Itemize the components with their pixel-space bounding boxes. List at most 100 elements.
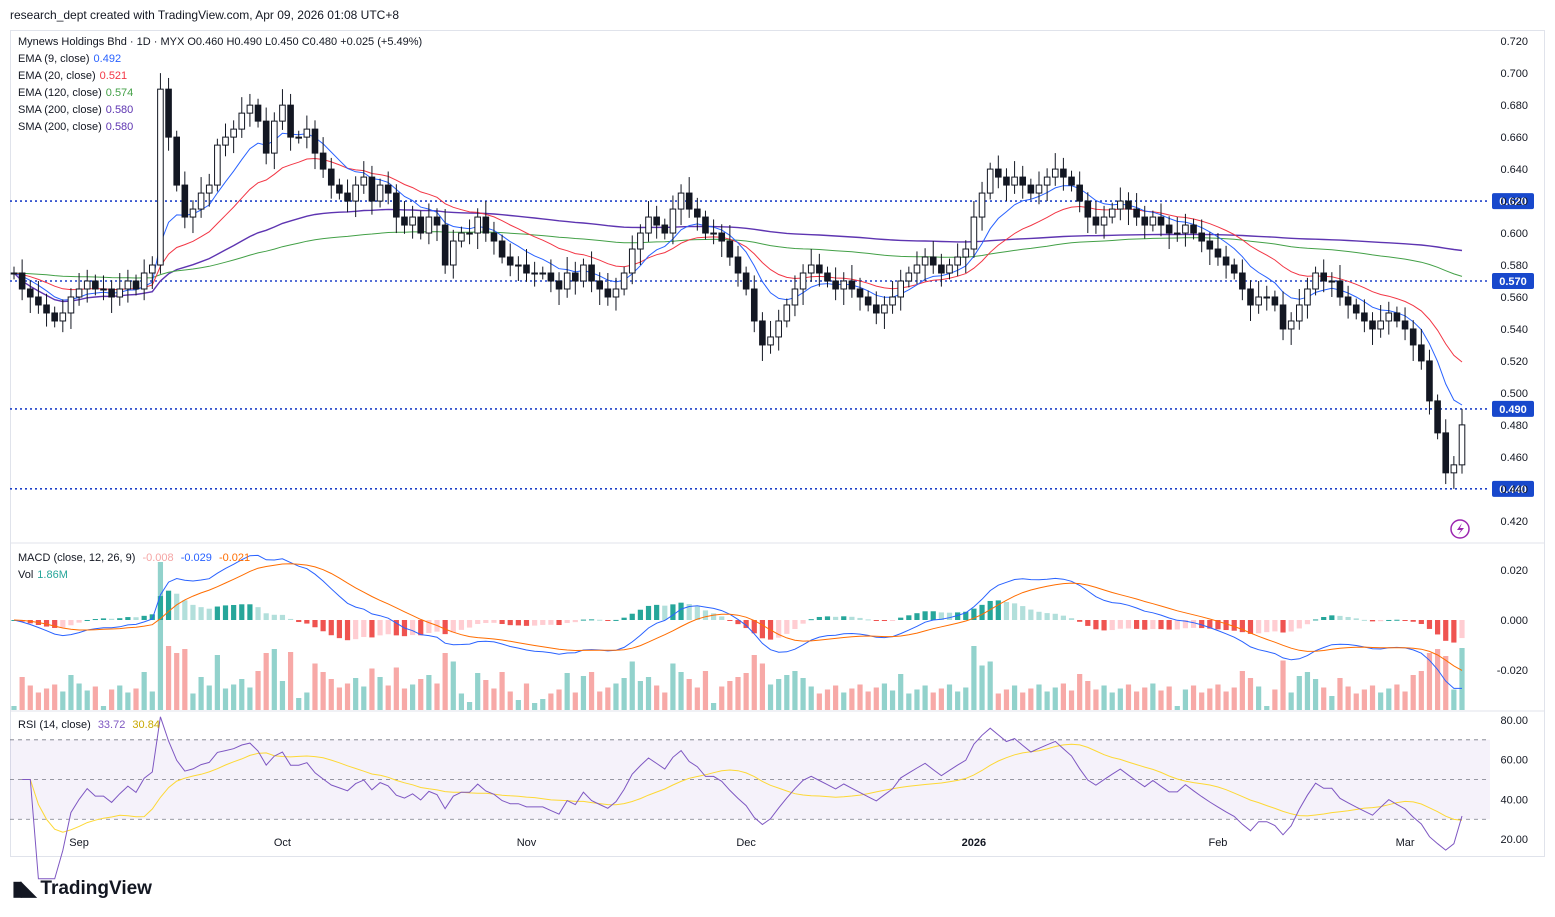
macd-hist-bar: [466, 620, 473, 628]
candle-body: [653, 216, 660, 226]
volume-bar: [1158, 690, 1164, 710]
candle-body: [1361, 312, 1368, 322]
volume-bar: [11, 706, 17, 710]
candle-body: [702, 216, 709, 234]
volume-bar: [1125, 684, 1132, 710]
legend-main: Mynews Holdings Bhd · 1D · MYX O0.460 H0…: [18, 34, 422, 136]
volume-bar: [971, 646, 977, 710]
volume-bar: [1247, 678, 1254, 710]
macd-hist-bar: [1036, 611, 1042, 620]
volume-bar: [678, 672, 684, 710]
macd-hist-bar: [149, 614, 155, 620]
candle-body: [1434, 400, 1441, 434]
candle-body: [1011, 176, 1018, 186]
volume-bar: [1044, 691, 1050, 710]
candle-body: [1027, 184, 1035, 194]
volume-bar: [1402, 691, 1408, 710]
macd-histogram: [11, 590, 1465, 643]
macd-hist-bar: [361, 620, 367, 638]
candle-body: [1084, 200, 1092, 218]
macd-hist-bar: [1337, 615, 1343, 620]
volume-bar: [125, 692, 131, 710]
macd-hist-bar: [564, 620, 570, 624]
volume-bar: [1028, 688, 1034, 710]
candle-body: [1385, 312, 1393, 322]
volume-bar: [881, 683, 888, 710]
candle-body: [750, 288, 758, 322]
volume-bar: [1312, 679, 1319, 710]
volume-bar: [955, 691, 961, 710]
macd-hist-bar: [1174, 620, 1180, 630]
volume-bar: [727, 681, 733, 710]
macd-hist-bar: [109, 618, 115, 620]
price-tick: 0.540: [1500, 324, 1528, 336]
volume-bar: [548, 693, 554, 710]
volume-bar: [320, 672, 326, 710]
volume-bar: [27, 685, 33, 710]
macd-hist-bar: [1207, 620, 1213, 629]
volume-bar: [182, 649, 188, 710]
volume-bar: [995, 693, 1001, 710]
macd-hist-bar: [426, 620, 432, 633]
macd-hist-bar: [68, 620, 74, 626]
candle-body: [954, 256, 961, 266]
volume-bar: [1418, 671, 1424, 710]
volume-bar: [597, 691, 603, 710]
symbol-line: Mynews Holdings Bhd · 1D · MYX O0.460 H0…: [18, 36, 423, 48]
volume-bar: [1011, 685, 1018, 710]
macd-hist-bar: [418, 620, 424, 636]
volume-bar: [483, 680, 489, 710]
volume-bar: [767, 684, 774, 710]
volume-bar: [247, 687, 253, 710]
tradingview-logo[interactable]: ▮◣ TradingView: [12, 876, 152, 901]
macd-hist-bar: [955, 612, 961, 620]
macd-hist-bar: [320, 620, 326, 632]
candle-body: [1230, 264, 1238, 274]
macd-hist-bar: [1044, 613, 1050, 620]
macd-hist-bar: [84, 619, 90, 621]
volume-bar: [914, 689, 920, 710]
macd-hist-bar: [1109, 620, 1115, 631]
candle-body: [1369, 320, 1376, 330]
candle-body: [1271, 296, 1279, 306]
candle-body: [913, 264, 921, 274]
logo-text: TradingView: [40, 877, 152, 899]
volume-bar: [109, 689, 115, 710]
candle-body: [1206, 240, 1214, 250]
volume-bar: [1329, 696, 1335, 710]
volume-bar: [149, 691, 155, 710]
price-tick: 0.660: [1500, 132, 1528, 144]
volume-bar: [662, 692, 668, 710]
macd-hist-bar: [1256, 620, 1262, 634]
macd-hist-bar: [800, 620, 806, 624]
macd-hist-bar: [1239, 620, 1245, 633]
candle-body: [539, 272, 547, 275]
candle-body: [458, 232, 465, 242]
candle-body: [205, 184, 213, 194]
volume-bar: [556, 689, 562, 710]
candle-body: [59, 312, 67, 322]
time-tick: Oct: [274, 837, 291, 849]
volume-bar: [1451, 689, 1457, 710]
macd-hist-bar: [222, 605, 229, 620]
candle-body: [1051, 168, 1059, 178]
macd-hist-bar: [1068, 618, 1075, 620]
candle-body: [254, 104, 262, 122]
macd-hist-bar: [710, 613, 717, 620]
candle-body: [230, 128, 237, 138]
candle-body: [1426, 360, 1433, 402]
volume-bar: [1223, 691, 1229, 710]
volume-bar: [1166, 686, 1172, 710]
macd-hist-bar: [1264, 620, 1270, 633]
macd-hist-bar: [1443, 620, 1449, 641]
candle-body: [1173, 232, 1181, 235]
candle-body: [1019, 176, 1027, 186]
candle-body: [344, 192, 351, 202]
candle-body: [1450, 464, 1458, 474]
macd-hist-bar: [759, 620, 766, 639]
candle-body: [1304, 288, 1311, 306]
macd-hist-bar: [540, 620, 546, 625]
volume-bar: [279, 681, 286, 710]
macd-hist-bar: [157, 596, 164, 620]
